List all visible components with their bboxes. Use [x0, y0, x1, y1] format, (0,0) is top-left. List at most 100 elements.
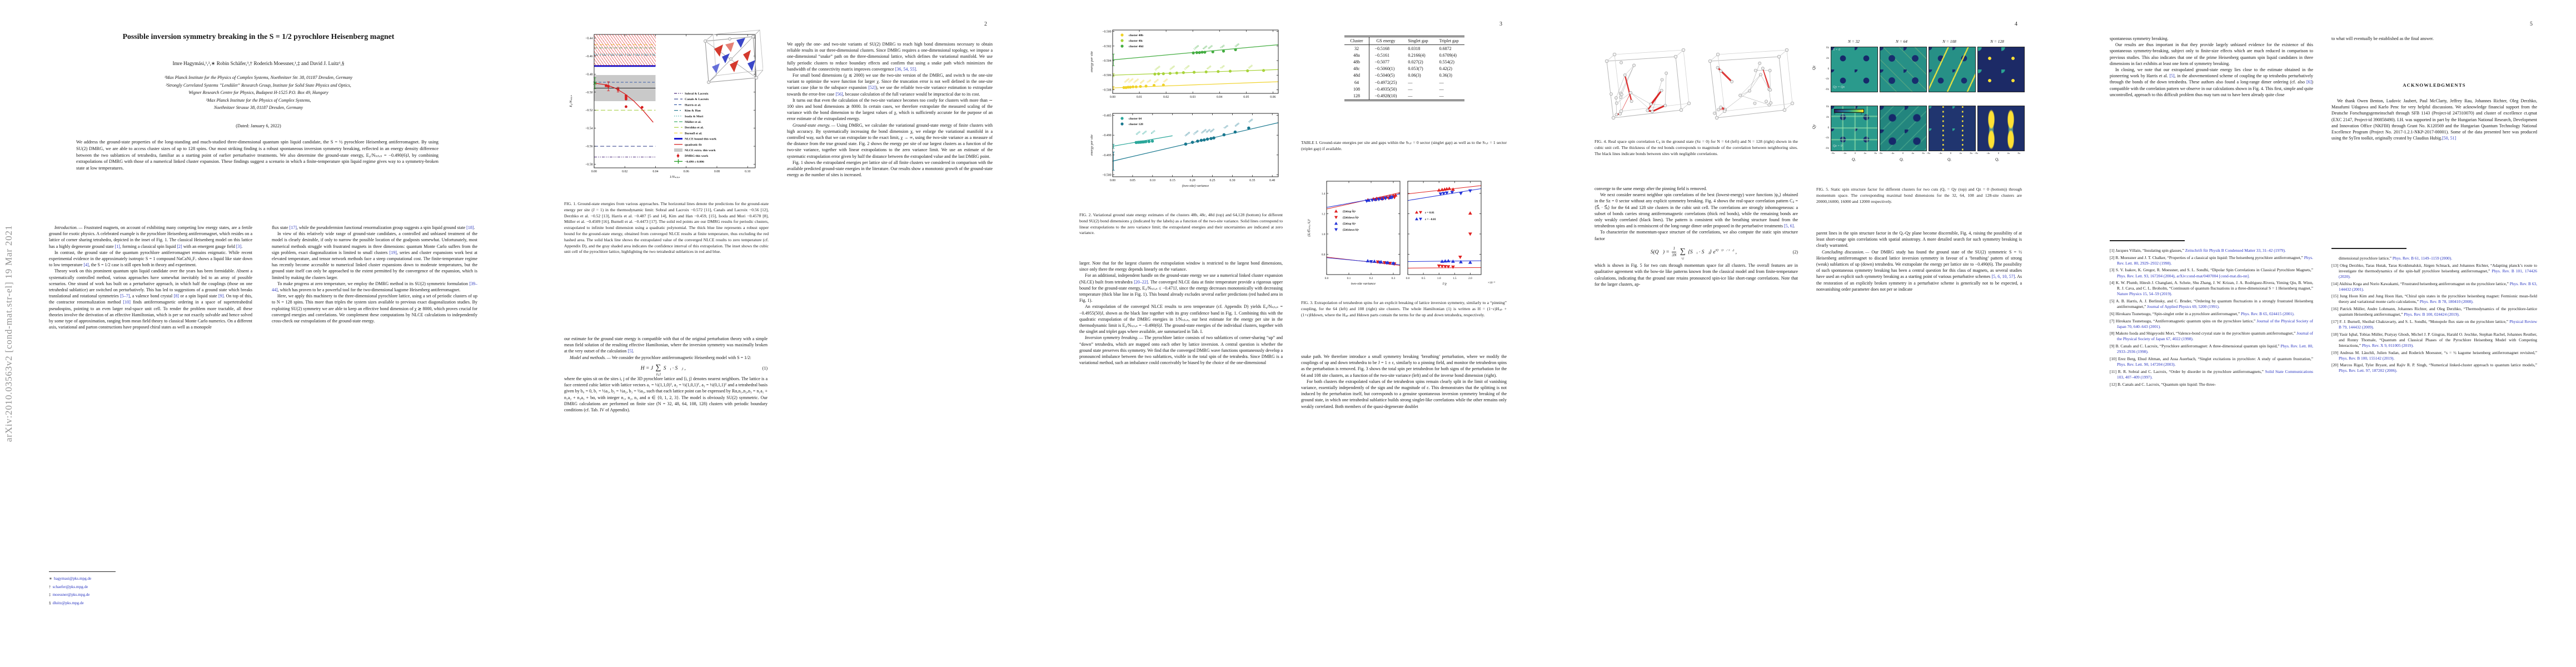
svg-text:12000: 12000	[1193, 44, 1200, 50]
svg-text:0.02: 0.02	[622, 170, 627, 173]
reference-link[interactable]: Phys. Rev. Lett. 80, 2933–2936 (1998).	[2117, 344, 2313, 355]
fig5-heatmap-n32-bottom	[1831, 106, 1878, 151]
reference-link[interactable]: Journal of Applied Physics 69, 5200 (199…	[2146, 304, 2220, 310]
reference-link[interactable]: Phys. Rev. B 65, 024415 (2001).	[2240, 311, 2295, 316]
citation-link[interactable]: [2]	[177, 243, 182, 249]
paragraph: snake path. We therefore introduce a sma…	[1301, 354, 1507, 378]
svg-text:10000: 10000	[1200, 128, 1208, 134]
svg-text:−0.500: −0.500	[1102, 31, 1111, 34]
fig4-lattice-n64	[1605, 48, 1691, 120]
paragraph: parent lines in the spin structure facto…	[1816, 231, 2022, 248]
paragraph: In view of this relatively wide range of…	[272, 231, 477, 280]
citation-link[interactable]: [20–22]	[1134, 279, 1148, 285]
svg-text:1.0: 1.0	[1322, 233, 1326, 236]
fig5-heatmap-n128-top	[1977, 47, 2025, 92]
paragraph: Fig. 1 shows the extrapolated energies p…	[787, 160, 993, 178]
svg-text:Derzhko et al.: Derzhko et al.	[685, 126, 704, 130]
email-link[interactable]: dluitz@pks.mpg.de	[52, 600, 84, 605]
reference-link[interactable]: Phys. Rev. Lett. 93, 167204 (2004), arXi…	[2117, 273, 2250, 278]
email-link[interactable]: hagymasi@pks.mpg.de	[54, 576, 92, 581]
reference-link[interactable]: Phys. Rev. B 100, 155142 (2019).	[2339, 355, 2395, 361]
svg-text:9000: 9000	[1205, 128, 1212, 133]
citation-link[interactable]: [50, 51]	[2442, 136, 2457, 141]
svg-text:0.5: 0.5	[1422, 277, 1426, 280]
svg-text:cluster 48d: cluster 48d	[1129, 45, 1144, 48]
citation-link[interactable]: [39–44]	[272, 281, 477, 293]
fig5-heatmap-n108-bottom	[1929, 106, 1976, 151]
citation-link[interactable]: [56]	[835, 91, 843, 97]
citation-link[interactable]: [5–7]	[120, 293, 130, 299]
reference-link[interactable]: Nature Physics 15, 54–59 (2019).	[2117, 291, 2173, 297]
reference-link[interactable]: Phys. Rev. B 63, 144432 (2001).	[2339, 281, 2537, 292]
citation-link[interactable]: [36, 54, 55]	[895, 66, 916, 72]
citation-link[interactable]: [5, 6, 10, 57]	[1991, 274, 2015, 280]
fig5-caption: FIG. 5. Static spin structure factor for…	[1816, 187, 2022, 204]
reference-item: [5] A. B. Harris, A. J. Berlinsky, and C…	[2110, 298, 2313, 310]
citation-link[interactable]: [9]	[218, 293, 224, 299]
svg-text:0.05: 0.05	[1130, 179, 1135, 182]
fig5-bottom-row	[1831, 106, 2025, 151]
fig5-ylabel-qy: Qy	[1812, 124, 1817, 130]
table-row: 48a −0.5161 0.2166(4) 0.6709(4)	[1344, 52, 1464, 59]
reference-item: [16] Patrick Müller, Andre Lohmann, Joha…	[2331, 306, 2537, 317]
fig5-ylabel-qz: Qz	[1811, 66, 1816, 70]
reference-item: [9] B. Canals and C. Lacroix, “Pyrochlor…	[2110, 344, 2313, 355]
email-link[interactable]: schaefer@pks.mpg.de	[52, 584, 88, 589]
reference-link[interactable]: Solid State Communications 103, 407–409 …	[2117, 369, 2313, 380]
svg-text:−0.500: −0.500	[1102, 173, 1111, 177]
citation-link[interactable]: [52]	[868, 85, 876, 91]
reference-link[interactable]: Phys. Rev. B 100, 024424 (2019).	[2403, 312, 2460, 317]
citation-link[interactable]: [5]	[627, 349, 633, 354]
reference-item: [14] Akihisa Koga and Norio Kawakami, “F…	[2331, 281, 2537, 292]
citation-link[interactable]: [19]	[389, 250, 397, 255]
svg-text:quadratic fit: quadratic fit	[685, 143, 702, 147]
reference-link[interactable]: Phys. Rev. Lett. 97, 187202 (2006).	[2339, 368, 2398, 374]
p1-column-left: Introduction. — Frustrated magnets, on a…	[49, 225, 252, 568]
fig5-heatmap-n32-top	[1831, 47, 1878, 92]
email-link[interactable]: moessner@pks.mpg.de	[52, 593, 90, 597]
svg-text:12000: 12000	[1192, 130, 1199, 136]
paragraph: Our results are thus important in that t…	[2110, 42, 2313, 66]
fig5-cut-bottom-label: Qz = 0	[1833, 145, 1842, 148]
reference-link[interactable]: Physical Review B 79, 144432 (2009).	[2339, 318, 2537, 330]
reference-item: dimensional pyrochlore lattice,” Phys. R…	[2339, 256, 2453, 261]
reference-link[interactable]: Phys. Rev. Lett. 80, 2929–2932 (1998).	[2117, 255, 2313, 266]
svg-text:7000: 7000	[1146, 78, 1152, 84]
reference-link[interactable]: Phys. Rev. B 61, 1149–1159 (2000).	[2392, 256, 2453, 261]
citation-link[interactable]: [1]	[114, 243, 120, 249]
svg-text:0.20: 0.20	[1190, 179, 1195, 182]
citation-link[interactable]: [6]	[2306, 79, 2312, 85]
svg-text:energy per site: energy per site	[1090, 51, 1094, 72]
svg-text:20000: 20000	[1154, 65, 1161, 71]
svg-text:Müller et al.: Müller et al.	[685, 121, 701, 124]
citation-link[interactable]: [5]	[2169, 73, 2175, 79]
svg-text:−0.508: −0.508	[1102, 88, 1111, 92]
citation-link[interactable]: [4]	[83, 262, 89, 268]
citation-link[interactable]: [10]	[123, 300, 131, 305]
citation-link[interactable]: [17]	[289, 225, 297, 230]
paragraph: An extrapolation of the converged NLCE r…	[1079, 304, 1283, 335]
paragraph: For an additional, independent handle on…	[1079, 273, 1283, 303]
svg-text:NLCE bound this work: NLCE bound this work	[685, 138, 717, 141]
reference-link[interactable]: Phys. Rev. Lett. 90, 147204 (2003).	[2117, 362, 2176, 367]
svg-text:cluster 64: cluster 64	[1129, 117, 1142, 121]
reference-link[interactable]: Journal of the Physical Society of Japan…	[2117, 318, 2313, 329]
reference-link[interactable]: Phys. Rev. B 101, 174426 (2020).	[2339, 268, 2537, 279]
citation-link[interactable]: [18]	[466, 225, 474, 230]
reference-link[interactable]: Phys. Rev. B 78, 180410 (2008).	[2419, 299, 2474, 305]
citation-link[interactable]: [5, 6]	[1784, 223, 1794, 229]
table-row: 64 −0.4972(25) — —	[1344, 78, 1464, 86]
svg-text:DMRG this work: DMRG this work	[685, 155, 709, 158]
citation-link[interactable]: [8]	[173, 293, 179, 299]
reference-item: [17] F. J. Burnell, Shoibal Chakravarty,…	[2331, 318, 2537, 330]
reference-link[interactable]: Phys. Rev. X 9, 011005 (2019).	[2361, 342, 2414, 348]
page-number: 3	[1499, 21, 1502, 27]
svg-text:0.08: 0.08	[714, 170, 720, 173]
reference-link[interactable]: Journal of the Physical Society of Japan…	[2117, 331, 2313, 342]
reference-link[interactable]: Zeitschrift für Physik B Condensed Matte…	[2184, 248, 2286, 253]
references-left: [1] Jacques Villain, “Insulating spin gl…	[2110, 248, 2313, 640]
citation-link[interactable]: [3]	[236, 243, 242, 249]
svg-text:0.1: 0.1	[1347, 277, 1351, 280]
